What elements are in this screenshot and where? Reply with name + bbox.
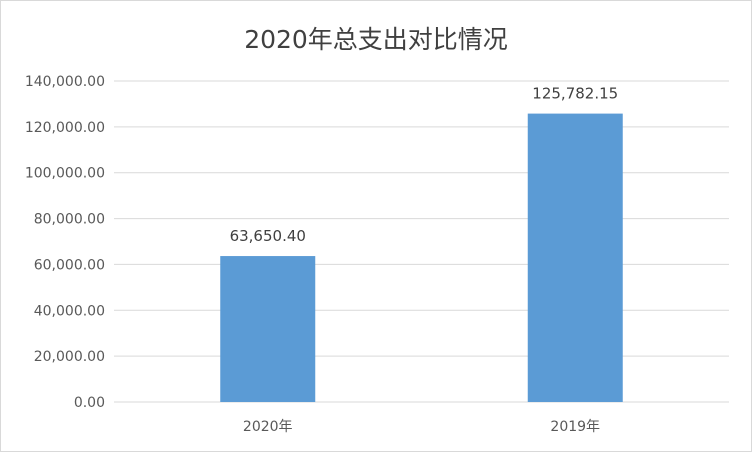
data-labels: 63,650.40 125,782.15 — [230, 85, 619, 245]
y-tick-label: 100,000.00 — [25, 166, 105, 182]
data-label: 125,782.15 — [532, 85, 618, 103]
y-tick-label: 80,000.00 — [34, 212, 105, 228]
y-tick-label: 20,000.00 — [34, 349, 105, 365]
y-tick-label: 40,000.00 — [34, 303, 105, 319]
x-category-label: 2019年 — [550, 419, 600, 435]
bars — [220, 113, 623, 403]
x-category-label: 2020年 — [243, 419, 293, 435]
y-tick-label: 120,000.00 — [25, 120, 105, 136]
y-tick-label: 0.00 — [74, 395, 105, 411]
data-label: 63,650.40 — [230, 227, 306, 245]
x-axis-categories: 2020年 2019年 — [243, 419, 600, 435]
bar-2 — [527, 113, 623, 403]
chart-title: 2020年总支出对比情况 — [244, 25, 508, 54]
bar-1 — [220, 256, 316, 402]
y-axis-ticks: 0.00 20,000.00 40,000.00 60,000.00 80,000.00… — [25, 74, 105, 411]
y-tick-label: 140,000.00 — [25, 74, 105, 90]
grid-lines — [114, 80, 729, 403]
y-tick-label: 60,000.00 — [34, 257, 105, 273]
